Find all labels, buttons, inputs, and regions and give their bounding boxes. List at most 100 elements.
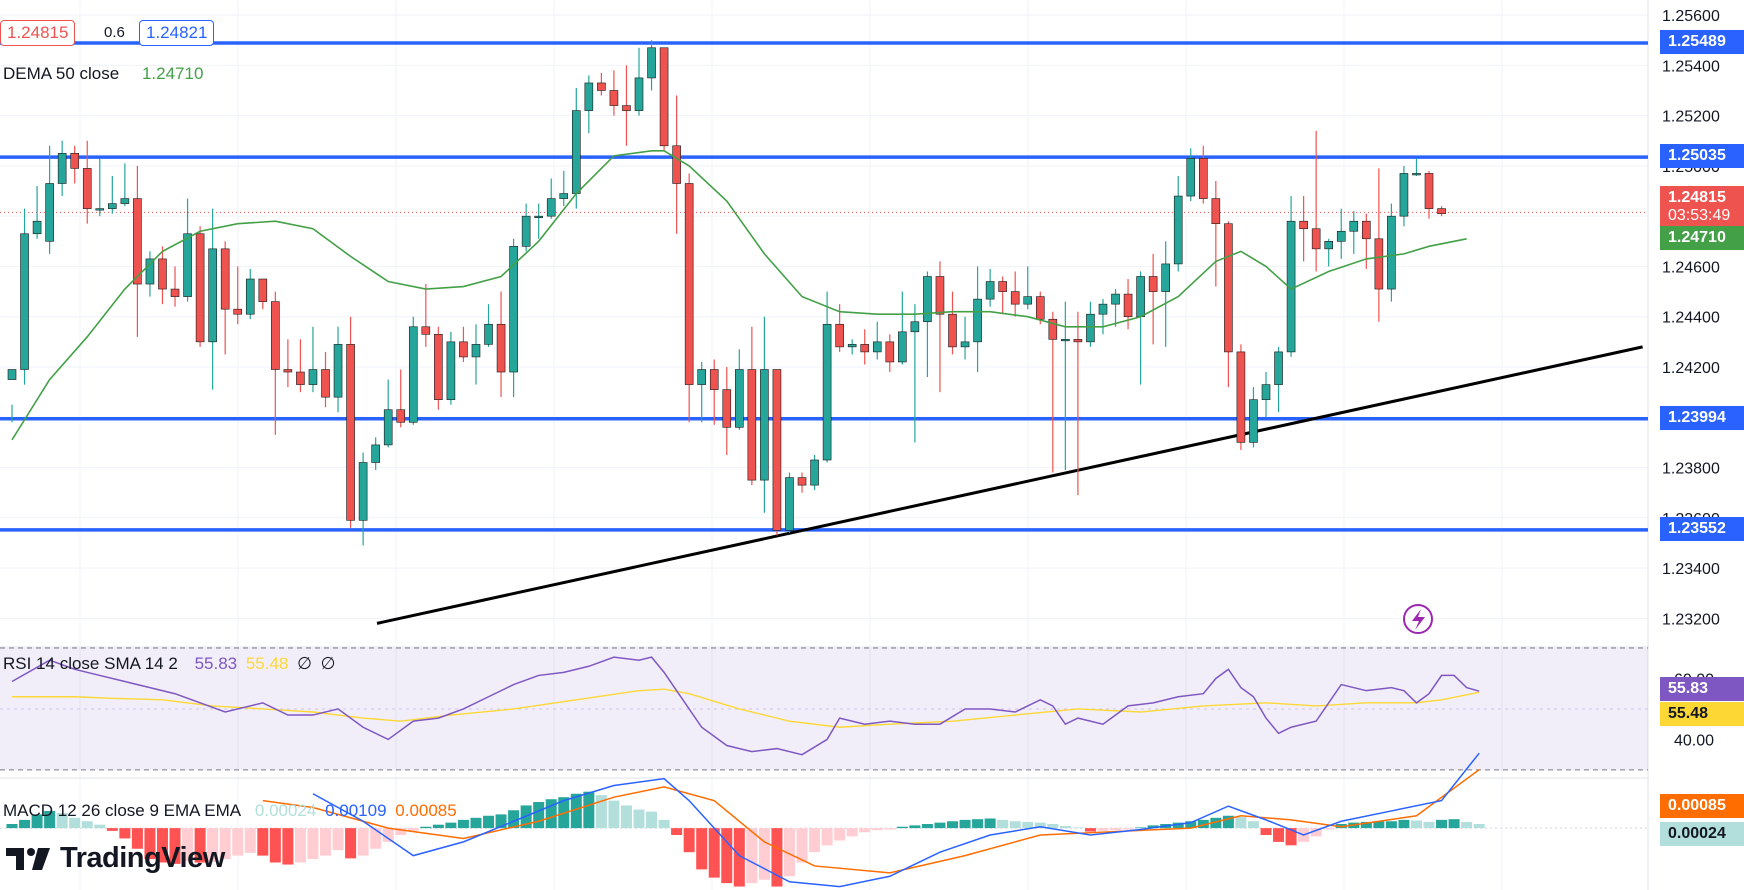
macd-hist-bar <box>282 828 294 865</box>
candle-body <box>371 444 380 463</box>
macd-hist-bar <box>56 813 68 829</box>
candle-body <box>484 323 493 345</box>
dema-legend[interactable]: DEMA 50 close 1.24710 <box>3 64 203 84</box>
candle-body <box>95 208 105 211</box>
macd-hist-bar <box>783 828 795 877</box>
macd-hist-bar <box>244 828 256 853</box>
macd-hist-bar <box>357 828 369 856</box>
macd-hist-bar <box>671 828 683 835</box>
macd-hist-bar <box>583 791 595 829</box>
macd-hist-bar <box>382 828 394 842</box>
candle-body <box>747 369 757 481</box>
rsi-legend[interactable]: RSI 14 close SMA 14 2 55.83 55.48 ∅ ∅ <box>3 654 335 674</box>
candle-body <box>935 276 945 315</box>
macd-hist-bar <box>1110 828 1122 831</box>
macd-hist-bar <box>633 809 645 829</box>
macd-hist-bar <box>332 828 344 851</box>
candle-body <box>333 344 343 398</box>
macd-hist-bar <box>420 826 432 829</box>
macd-hist-bar <box>1260 828 1272 835</box>
macd-hist-bar <box>884 828 896 830</box>
price-tick-label: 1.23200 <box>1662 611 1720 628</box>
candle-body <box>446 341 456 400</box>
candle-body <box>321 369 330 398</box>
price-tick-label: 1.23400 <box>1662 561 1720 578</box>
candle-body <box>709 369 719 390</box>
candle-body <box>308 369 318 385</box>
candle-body <box>1349 220 1359 232</box>
macd-hist-bar <box>294 828 306 863</box>
rsi-extra-2: ∅ <box>320 654 336 673</box>
macd-hist-bar <box>1122 828 1134 830</box>
macd-value: 0.00109 <box>325 801 387 820</box>
macd-hist-bar <box>6 824 18 829</box>
candle-body <box>108 203 117 209</box>
candle-body <box>948 313 957 348</box>
trendline <box>376 345 1643 625</box>
macd-pane <box>0 752 1648 888</box>
macd-label: MACD 12 26 close 9 EMA EMA <box>3 801 241 820</box>
level-price-label: 1.23994 <box>1660 405 1744 430</box>
macd-hist-bar <box>934 822 946 829</box>
macd-hist-bar <box>1172 822 1184 829</box>
macd-hist-bar <box>1436 819 1448 829</box>
candle-body <box>797 477 807 486</box>
last-price-label: 1.24815 03:53:49 <box>1660 186 1744 229</box>
candle-body <box>496 323 506 373</box>
candle-body <box>1336 230 1346 242</box>
macd-hist-bar <box>1072 827 1084 829</box>
macd-hist-bar <box>395 828 407 835</box>
macd-hist-bar <box>1473 824 1485 829</box>
candle-body <box>509 246 518 373</box>
candle-body <box>1362 220 1371 240</box>
candle-body <box>346 344 355 521</box>
macd-line <box>312 752 1480 888</box>
tradingview-logo[interactable]: TradingView <box>6 842 225 875</box>
candle-body <box>1412 173 1421 176</box>
macd-hist-bar <box>1373 821 1385 829</box>
candle-body <box>1111 293 1120 305</box>
macd-hist-bar <box>896 826 908 829</box>
candle-body <box>985 281 995 300</box>
candle-body <box>45 183 54 242</box>
macd-hist-bar <box>508 810 520 829</box>
candle-body <box>1035 296 1045 320</box>
candles <box>7 40 1446 546</box>
macd-hist-bar <box>1135 827 1147 829</box>
macd-hist-bar <box>1385 821 1397 829</box>
macd-hist-bar <box>1310 828 1322 837</box>
candle-body <box>521 215 531 247</box>
macd-hist-bar <box>144 828 156 860</box>
candle-body <box>1061 339 1070 342</box>
ask-box[interactable]: 1.24821 <box>139 20 215 46</box>
candle-body <box>1236 351 1246 443</box>
macd-hist-bar <box>19 819 31 829</box>
candle-body <box>1261 384 1271 400</box>
macd-hist-bar <box>207 828 219 862</box>
candle-body <box>471 344 481 358</box>
macd-legend[interactable]: MACD 12 26 close 9 EMA EMA 0.00024 0.001… <box>3 801 457 821</box>
macd-hist-bar <box>972 819 984 829</box>
candle-body <box>898 331 907 363</box>
bid-box[interactable]: 1.24815 <box>0 20 76 46</box>
macd-hist-bar <box>445 822 457 829</box>
macd-hist-bar <box>1084 828 1096 832</box>
price-tick-label: 1.23800 <box>1662 461 1720 478</box>
macd-hist-bar <box>595 795 607 829</box>
macd-hist-bar <box>1059 826 1071 829</box>
rsi-label: RSI 14 close SMA 14 2 <box>3 654 178 673</box>
candle-body <box>1387 215 1396 290</box>
rsi-pane <box>0 647 1648 771</box>
trendline-segment <box>376 345 1643 625</box>
macd-hist-bar <box>81 821 93 829</box>
candle-body <box>208 248 217 343</box>
macd-hist-bar <box>771 828 783 887</box>
macd-hist-bar <box>959 819 971 829</box>
candle-body <box>7 369 17 380</box>
macd-hist-bar <box>307 828 319 860</box>
candle-body <box>659 47 669 147</box>
candle-body <box>923 276 932 323</box>
candle-body <box>847 344 857 348</box>
